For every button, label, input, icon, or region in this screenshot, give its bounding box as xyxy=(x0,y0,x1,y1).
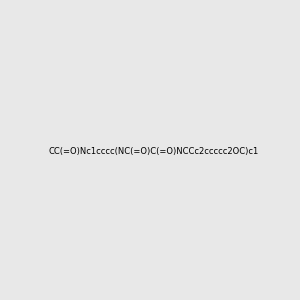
Text: CC(=O)Nc1cccc(NC(=O)C(=O)NCCc2ccccc2OC)c1: CC(=O)Nc1cccc(NC(=O)C(=O)NCCc2ccccc2OC)c… xyxy=(49,147,259,156)
